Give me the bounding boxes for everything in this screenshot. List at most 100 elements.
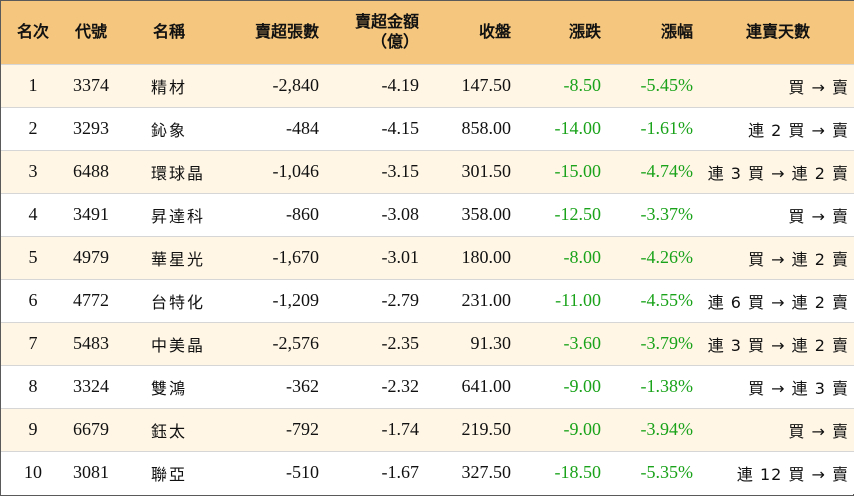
cell-code: 5483 bbox=[73, 333, 109, 353]
cell-rank: 7 bbox=[28, 333, 38, 353]
cell-net-sell-amount: -1.74 bbox=[381, 419, 420, 439]
header-change: 漲跌 bbox=[568, 22, 601, 42]
cell-net-sell-amount: -3.01 bbox=[381, 247, 420, 267]
cell-net-sell-volume: -362 bbox=[286, 376, 319, 396]
cell-name: 聯亞 bbox=[151, 464, 188, 484]
cell-change-pct: -5.45% bbox=[640, 75, 694, 95]
table-row: 9 6679 鈺太 -792 -1.74 219.50 -9.00 -3.94% 買 → 賣 bbox=[1, 408, 854, 451]
cell-streak: 連 3 買 → 連 2 賣 bbox=[707, 163, 849, 183]
cell-rank: 10 bbox=[24, 462, 42, 483]
cell-change-pct: -3.79% bbox=[640, 333, 694, 353]
cell-code: 3081 bbox=[73, 462, 109, 483]
header-name: 名稱 bbox=[153, 22, 186, 42]
header-rank: 名次 bbox=[16, 22, 49, 42]
cell-net-sell-volume: -860 bbox=[286, 204, 319, 224]
cell-change-pct: -4.74% bbox=[640, 161, 694, 181]
cell-net-sell-amount: -4.15 bbox=[381, 118, 420, 138]
cell-streak: 連 6 買 → 連 2 賣 bbox=[707, 292, 849, 312]
cell-change-pct: -1.61% bbox=[640, 118, 694, 138]
header-change-pct: 漲幅 bbox=[660, 22, 693, 42]
cell-name: 中美晶 bbox=[151, 335, 206, 355]
cell-close: 219.50 bbox=[461, 419, 512, 439]
cell-net-sell-amount: -2.32 bbox=[381, 376, 420, 396]
cell-name: 華星光 bbox=[151, 249, 206, 269]
cell-streak: 買 → 連 3 賣 bbox=[748, 378, 849, 398]
cell-rank: 6 bbox=[28, 290, 38, 310]
cell-close: 91.30 bbox=[470, 333, 512, 353]
cell-change: -11.00 bbox=[555, 290, 601, 310]
cell-close: 301.50 bbox=[461, 161, 512, 181]
table-row: 2 3293 鈊象 -484 -4.15 858.00 -14.00 -1.61% 連 2 買 … bbox=[1, 107, 854, 150]
cell-net-sell-volume: -1,209 bbox=[272, 290, 320, 310]
cell-rank: 8 bbox=[28, 376, 38, 396]
cell-close: 147.50 bbox=[461, 75, 512, 95]
cell-code: 3324 bbox=[73, 376, 109, 396]
cell-net-sell-volume: -1,670 bbox=[272, 247, 320, 267]
table-row: 1 3374 精材 -2,840 -4.19 147.50 -8.50 -5.45% 買 → 賣 bbox=[1, 64, 854, 107]
cell-change: -12.50 bbox=[554, 204, 602, 224]
cell-name: 環球晶 bbox=[151, 163, 206, 183]
cell-name: 昇達科 bbox=[151, 206, 206, 226]
table-row: 7 5483 中美晶 -2,576 -2.35 91.30 -3.60 -3.79% 連 3 買… bbox=[1, 322, 854, 365]
cell-rank: 5 bbox=[28, 247, 38, 267]
cell-net-sell-volume: -1,046 bbox=[272, 161, 320, 181]
cell-change: -9.00 bbox=[563, 376, 602, 396]
cell-name: 鈺太 bbox=[151, 421, 188, 441]
cell-net-sell-amount: -1.67 bbox=[381, 462, 420, 483]
cell-rank: 9 bbox=[28, 419, 38, 439]
cell-close: 327.50 bbox=[461, 462, 512, 483]
header-row: 名次 代號 名稱 賣超張數 賣超金額 （億） 收盤 漲跌 漲幅 連賣天數 bbox=[1, 1, 854, 64]
cell-net-sell-volume: -510 bbox=[286, 462, 319, 483]
table-row: 3 6488 環球晶 -1,046 -3.15 301.50 -15.00 -4.74% 連 3… bbox=[1, 150, 854, 193]
cell-net-sell-amount: -4.19 bbox=[381, 75, 420, 95]
cell-name: 雙鴻 bbox=[151, 378, 188, 398]
cell-code: 3491 bbox=[73, 204, 109, 224]
cell-streak: 買 → 連 2 賣 bbox=[748, 249, 849, 269]
header-net-sell-amount-label: 賣超金額 bbox=[354, 12, 419, 32]
cell-name: 鈊象 bbox=[151, 120, 188, 140]
cell-name: 精材 bbox=[151, 77, 188, 97]
cell-change-pct: -4.55% bbox=[640, 290, 694, 310]
cell-code: 4979 bbox=[73, 247, 109, 267]
cell-change: -8.50 bbox=[563, 75, 602, 95]
cell-streak: 買 → 賣 bbox=[788, 421, 849, 441]
table-row: 5 4979 華星光 -1,670 -3.01 180.00 -8.00 -4.26% 買 → … bbox=[1, 236, 854, 279]
cell-close: 231.00 bbox=[461, 290, 512, 310]
table-row: 6 4772 台特化 -1,209 -2.79 231.00 -11.00 -4.55% 連 6… bbox=[1, 279, 854, 322]
cell-change: -3.60 bbox=[563, 333, 602, 353]
cell-change-pct: -3.37% bbox=[640, 204, 694, 224]
cell-net-sell-amount: -3.15 bbox=[381, 161, 420, 181]
header-net-sell-volume: 賣超張數 bbox=[254, 22, 319, 42]
cell-streak: 連 12 買 → 賣 bbox=[736, 464, 849, 484]
cell-streak: 買 → 賣 bbox=[788, 77, 849, 97]
cell-change-pct: -5.35% bbox=[640, 462, 694, 483]
cell-net-sell-volume: -792 bbox=[286, 419, 319, 439]
cell-change: -8.00 bbox=[563, 247, 602, 267]
cell-streak: 連 2 買 → 賣 bbox=[748, 120, 849, 140]
cell-rank: 2 bbox=[28, 118, 38, 138]
cell-net-sell-amount: -3.08 bbox=[381, 204, 420, 224]
cell-net-sell-volume: -2,576 bbox=[272, 333, 320, 353]
cell-code: 6488 bbox=[73, 161, 109, 181]
cell-net-sell-volume: -484 bbox=[286, 118, 319, 138]
cell-change: -14.00 bbox=[554, 118, 602, 138]
cell-change: -15.00 bbox=[554, 161, 602, 181]
cell-change-pct: -1.38% bbox=[640, 376, 694, 396]
cell-change-pct: -4.26% bbox=[640, 247, 694, 267]
header-close: 收盤 bbox=[478, 22, 511, 42]
cell-change: -18.50 bbox=[554, 462, 602, 483]
header-net-sell-amount: 賣超金額 （億） bbox=[321, 1, 421, 64]
cell-rank: 4 bbox=[28, 204, 38, 224]
cell-close: 180.00 bbox=[461, 247, 512, 267]
cell-code: 4772 bbox=[73, 290, 109, 310]
header-net-sell-amount-unit: （億） bbox=[370, 32, 419, 52]
cell-close: 858.00 bbox=[461, 118, 512, 138]
cell-rank: 3 bbox=[28, 161, 38, 181]
header-code: 代號 bbox=[75, 22, 108, 42]
cell-name: 台特化 bbox=[151, 292, 206, 312]
cell-change-pct: -3.94% bbox=[640, 419, 694, 439]
cell-code: 3293 bbox=[73, 118, 109, 138]
table-header: 名次 代號 名稱 賣超張數 賣超金額 （億） 收盤 漲跌 漲幅 連賣天數 bbox=[1, 1, 854, 64]
